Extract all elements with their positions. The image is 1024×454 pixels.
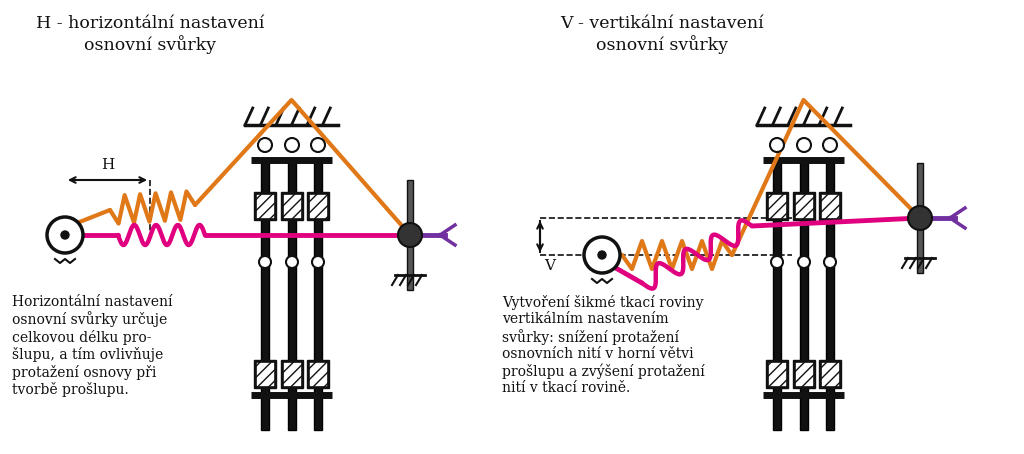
Circle shape <box>797 138 811 152</box>
Bar <box>283 193 301 218</box>
Bar <box>283 361 301 386</box>
Circle shape <box>771 256 783 268</box>
Circle shape <box>598 251 606 259</box>
Text: H: H <box>101 158 114 172</box>
Bar <box>256 193 274 218</box>
Bar <box>254 192 276 220</box>
Bar <box>281 192 303 220</box>
Bar <box>766 360 788 388</box>
Bar <box>826 160 834 430</box>
Bar <box>820 361 840 386</box>
Circle shape <box>798 256 810 268</box>
Bar <box>254 360 276 388</box>
Bar <box>307 360 329 388</box>
Bar <box>819 192 841 220</box>
Bar <box>800 160 808 430</box>
Text: V - vertikální nastavení
osnovní svůrky: V - vertikální nastavení osnovní svůrky <box>560 15 764 54</box>
Circle shape <box>311 138 325 152</box>
Bar <box>918 163 923 273</box>
Circle shape <box>398 223 422 247</box>
Text: V: V <box>544 259 555 273</box>
Bar <box>281 360 303 388</box>
Bar <box>308 361 328 386</box>
Bar <box>793 192 815 220</box>
Bar <box>795 193 813 218</box>
Circle shape <box>259 256 271 268</box>
Circle shape <box>824 256 836 268</box>
Text: Horizontální nastavení
osnovní svůrky určuje
celkovou délku pro-
šlupu, a tím ov: Horizontální nastavení osnovní svůrky ur… <box>12 295 172 397</box>
Circle shape <box>61 231 69 239</box>
Circle shape <box>584 237 620 273</box>
Bar <box>261 160 269 430</box>
Text: Vytvoření šikmé tkací roviny
vertikálním nastavením
svůrky: snížení protažení
os: Vytvoření šikmé tkací roviny vertikálním… <box>502 295 705 395</box>
Circle shape <box>285 138 299 152</box>
Bar <box>773 160 781 430</box>
Bar <box>766 192 788 220</box>
Bar <box>820 193 840 218</box>
Bar <box>793 360 815 388</box>
Bar <box>256 361 274 386</box>
Bar <box>308 193 328 218</box>
Text: H - horizontální nastavení
osnovní svůrky: H - horizontální nastavení osnovní svůrk… <box>36 15 264 54</box>
Bar <box>795 361 813 386</box>
Circle shape <box>47 217 83 253</box>
Bar <box>307 192 329 220</box>
Circle shape <box>286 256 298 268</box>
Bar <box>314 160 322 430</box>
Circle shape <box>312 256 324 268</box>
Bar <box>768 193 786 218</box>
Bar <box>819 360 841 388</box>
Circle shape <box>908 206 932 230</box>
Bar <box>288 160 296 430</box>
Bar <box>768 361 786 386</box>
Bar <box>407 180 413 290</box>
Circle shape <box>823 138 837 152</box>
Circle shape <box>258 138 272 152</box>
Circle shape <box>770 138 784 152</box>
